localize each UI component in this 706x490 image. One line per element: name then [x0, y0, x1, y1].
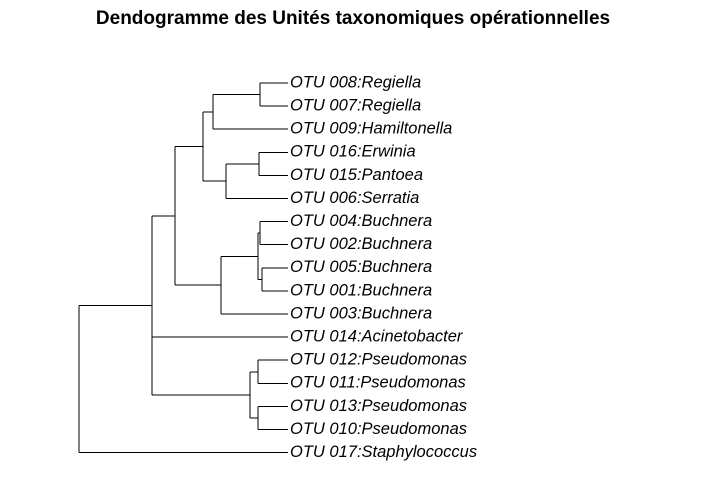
leaf-label-1: OTU 007:Regiella: [290, 96, 421, 114]
leaf-label-5: OTU 006:Serratia: [290, 189, 419, 207]
leaf-label-13: OTU 011:Pseudomonas: [290, 374, 466, 392]
dendrogram-branches: [78, 82, 288, 454]
leaf-label-6: OTU 004:Buchnera: [290, 212, 432, 230]
leaf-label-0: OTU 008:Regiella: [290, 73, 421, 91]
leaf-label-2: OTU 009:Hamiltonella: [290, 120, 452, 138]
leaf-label-11: OTU 014:Acinetobacter: [290, 327, 464, 345]
leaf-labels: OTU 008:Regiella OTU 007:Regiella OTU 009:…: [290, 73, 477, 461]
leaf-label-12: OTU 012:Pseudomonas: [290, 351, 467, 369]
leaf-label-3: OTU 016:Erwinia: [290, 143, 416, 161]
leaf-label-14: OTU 013:Pseudomonas: [290, 397, 467, 415]
leaf-label-15: OTU 010:Pseudomonas: [290, 420, 467, 438]
leaf-label-16: OTU 017:Staphylococcus: [290, 443, 477, 461]
leaf-label-9: OTU 001:Buchnera: [290, 281, 432, 299]
diagram-title: Dendogramme des Unités taxonomiques opér…: [95, 8, 611, 29]
leaf-label-7: OTU 002:Buchnera: [290, 235, 432, 253]
leaf-label-4: OTU 015:Pantoea: [290, 166, 423, 184]
leaf-label-10: OTU 003:Buchnera: [290, 304, 432, 322]
leaf-label-8: OTU 005:Buchnera: [290, 258, 432, 276]
